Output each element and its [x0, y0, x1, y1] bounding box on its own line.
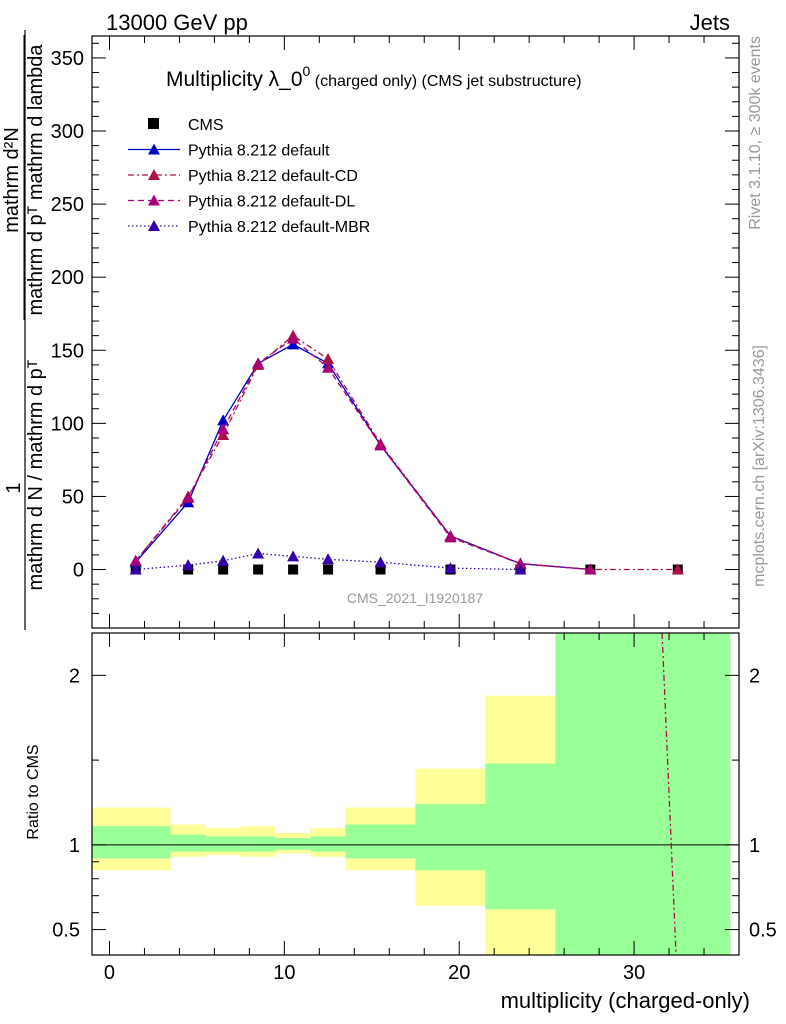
ratio-band-inner: [310, 836, 346, 852]
ratio-y-tick-label-right: 1: [749, 835, 760, 857]
legend-label-cms: CMS: [188, 117, 224, 134]
ratio-band-inner: [345, 824, 416, 859]
chart-title-sup: 0: [303, 63, 311, 79]
series-point-dl: [182, 491, 195, 503]
header-energy: 13000 GeV pp: [106, 10, 248, 35]
series-point-mbr: [514, 563, 527, 575]
y-label-one: 1: [3, 482, 25, 493]
series-point-dl: [444, 531, 457, 543]
series-point-mbr: [374, 556, 387, 568]
legend-label-default: Pythia 8.212 default: [188, 143, 330, 160]
mcplots-label: mcplots.cern.ch [arXiv:1306.3436]: [751, 345, 768, 587]
rivet-label: Rivet 3.1.10, ≥ 300k events: [747, 36, 764, 230]
series-line-default: [135, 343, 591, 571]
series-point-cd: [217, 429, 230, 441]
chart-title-small: (charged only) (CMS jet substructure): [310, 73, 581, 90]
main-y-tick-label: 250: [51, 194, 84, 216]
cms-point: [323, 564, 334, 575]
cms-point: [288, 564, 299, 575]
series-point-dl: [584, 563, 597, 575]
main-y-tick-label: 0: [73, 560, 84, 582]
legend-label-dl: Pythia 8.212 default-DL: [188, 194, 355, 211]
ratio-band-inner: [205, 836, 241, 852]
ratio-band-inner: [92, 826, 171, 859]
ratio-x-label: multiplicity (charged-only): [501, 988, 750, 1013]
main-y-axis: 0 50 100 150 200 250 300 350: [51, 36, 739, 629]
chart-title: Multiplicity λ_00 (charged only) (CMS je…: [166, 63, 582, 91]
main-y-tick-label: 50: [62, 486, 84, 508]
legend: CMS Pythia 8.212 default Pythia 8.212 defa…: [128, 117, 370, 236]
header-process: Jets: [690, 10, 730, 35]
ratio-band-inner: [275, 838, 311, 850]
series-point-cd: [322, 353, 335, 365]
series-line-cd: [135, 334, 678, 571]
ratio-y-tick-label: 2: [69, 665, 80, 687]
ratio-y-tick-label: 0.5: [52, 920, 80, 942]
ratio-x-tick-label: 30: [623, 962, 645, 984]
cms-point: [375, 564, 386, 575]
main-series-layer: [129, 329, 684, 575]
ratio-panel: 0.5 0.51 12 20 10 20 30 Ratio to CMS multiplic…: [25, 632, 777, 1013]
legend-marker-dl: [148, 194, 160, 206]
series-point-dl: [252, 357, 265, 369]
ratio-axes: 0.5 0.51 12 20 10 20 30: [52, 633, 777, 984]
main-y-tick-label: 350: [51, 48, 84, 70]
main-frame: [91, 35, 740, 629]
ratio-y-label: Ratio to CMS: [25, 744, 42, 839]
series-point-dl: [374, 439, 387, 451]
series-point-mbr: [252, 547, 265, 559]
ratio-band-inner: [555, 633, 731, 955]
series-point-mbr: [322, 553, 335, 565]
legend-label-cd: Pythia 8.212 default-CD: [188, 168, 358, 185]
series-point-dl: [322, 361, 335, 373]
ratio-x-tick-label: 10: [273, 962, 295, 984]
ratio-frame: [91, 632, 740, 956]
series-point-mbr: [217, 554, 230, 566]
main-watermark: CMS_2021_I1920187: [347, 590, 483, 606]
ratio-band-inner: [240, 836, 276, 852]
y-label-numer: mathrm d²N: [1, 127, 23, 233]
main-y-label: 1 mathrm d²N mathrm d pᵀ mathrm d lambda…: [1, 30, 47, 630]
series-line-dl: [135, 337, 591, 571]
main-y-tick-label: 150: [51, 340, 84, 362]
series-point-dl: [514, 557, 527, 569]
series-point-mbr: [444, 562, 457, 574]
series-point-dl: [217, 423, 230, 435]
series-point-dl: [129, 554, 142, 566]
series-point-mbr: [129, 563, 142, 575]
ratio-y-tick-label-right: 0.5: [749, 920, 777, 942]
series-point-cd: [671, 563, 684, 575]
series-point-dl: [287, 332, 300, 344]
ratio-bands: [92, 633, 731, 955]
legend-marker-cd: [148, 169, 160, 180]
ratio-line-ratio_cd: [661, 632, 677, 956]
main-y-tick-label: 100: [51, 413, 84, 435]
series-point-default: [217, 414, 230, 426]
main-y-tick-label: 300: [51, 121, 84, 143]
legend-label-mbr: Pythia 8.212 default-MBR: [188, 219, 370, 236]
chart-title-main: Multiplicity λ_0: [166, 68, 303, 91]
ratio-band-inner: [170, 834, 206, 852]
ratio-series-layer: [661, 632, 677, 956]
cms-point: [218, 564, 229, 575]
series-point-mbr: [182, 559, 195, 571]
ratio-y-tick-label: 1: [69, 835, 80, 857]
series-point-default: [287, 338, 300, 350]
ratio-x-tick-label: 0: [104, 962, 115, 984]
ratio-band-inner: [415, 804, 486, 871]
ratio-x-tick-label: 20: [448, 962, 470, 984]
y-label-denom: mathrm d pᵀ mathrm d lambda: [25, 44, 47, 316]
main-y-tick-label: 200: [51, 267, 84, 289]
series-line-mbr: [135, 552, 521, 571]
ratio-band-inner: [485, 763, 556, 910]
y-label-bottom: mathrm d N / mathrm d pᵀ: [25, 359, 47, 590]
legend-marker-cms: [148, 118, 159, 129]
legend-marker-mbr: [148, 220, 160, 231]
series-point-mbr: [287, 550, 300, 562]
ratio-y-tick-label-right: 2: [749, 665, 760, 687]
cms-point: [253, 564, 264, 575]
legend-marker-default: [148, 143, 160, 155]
